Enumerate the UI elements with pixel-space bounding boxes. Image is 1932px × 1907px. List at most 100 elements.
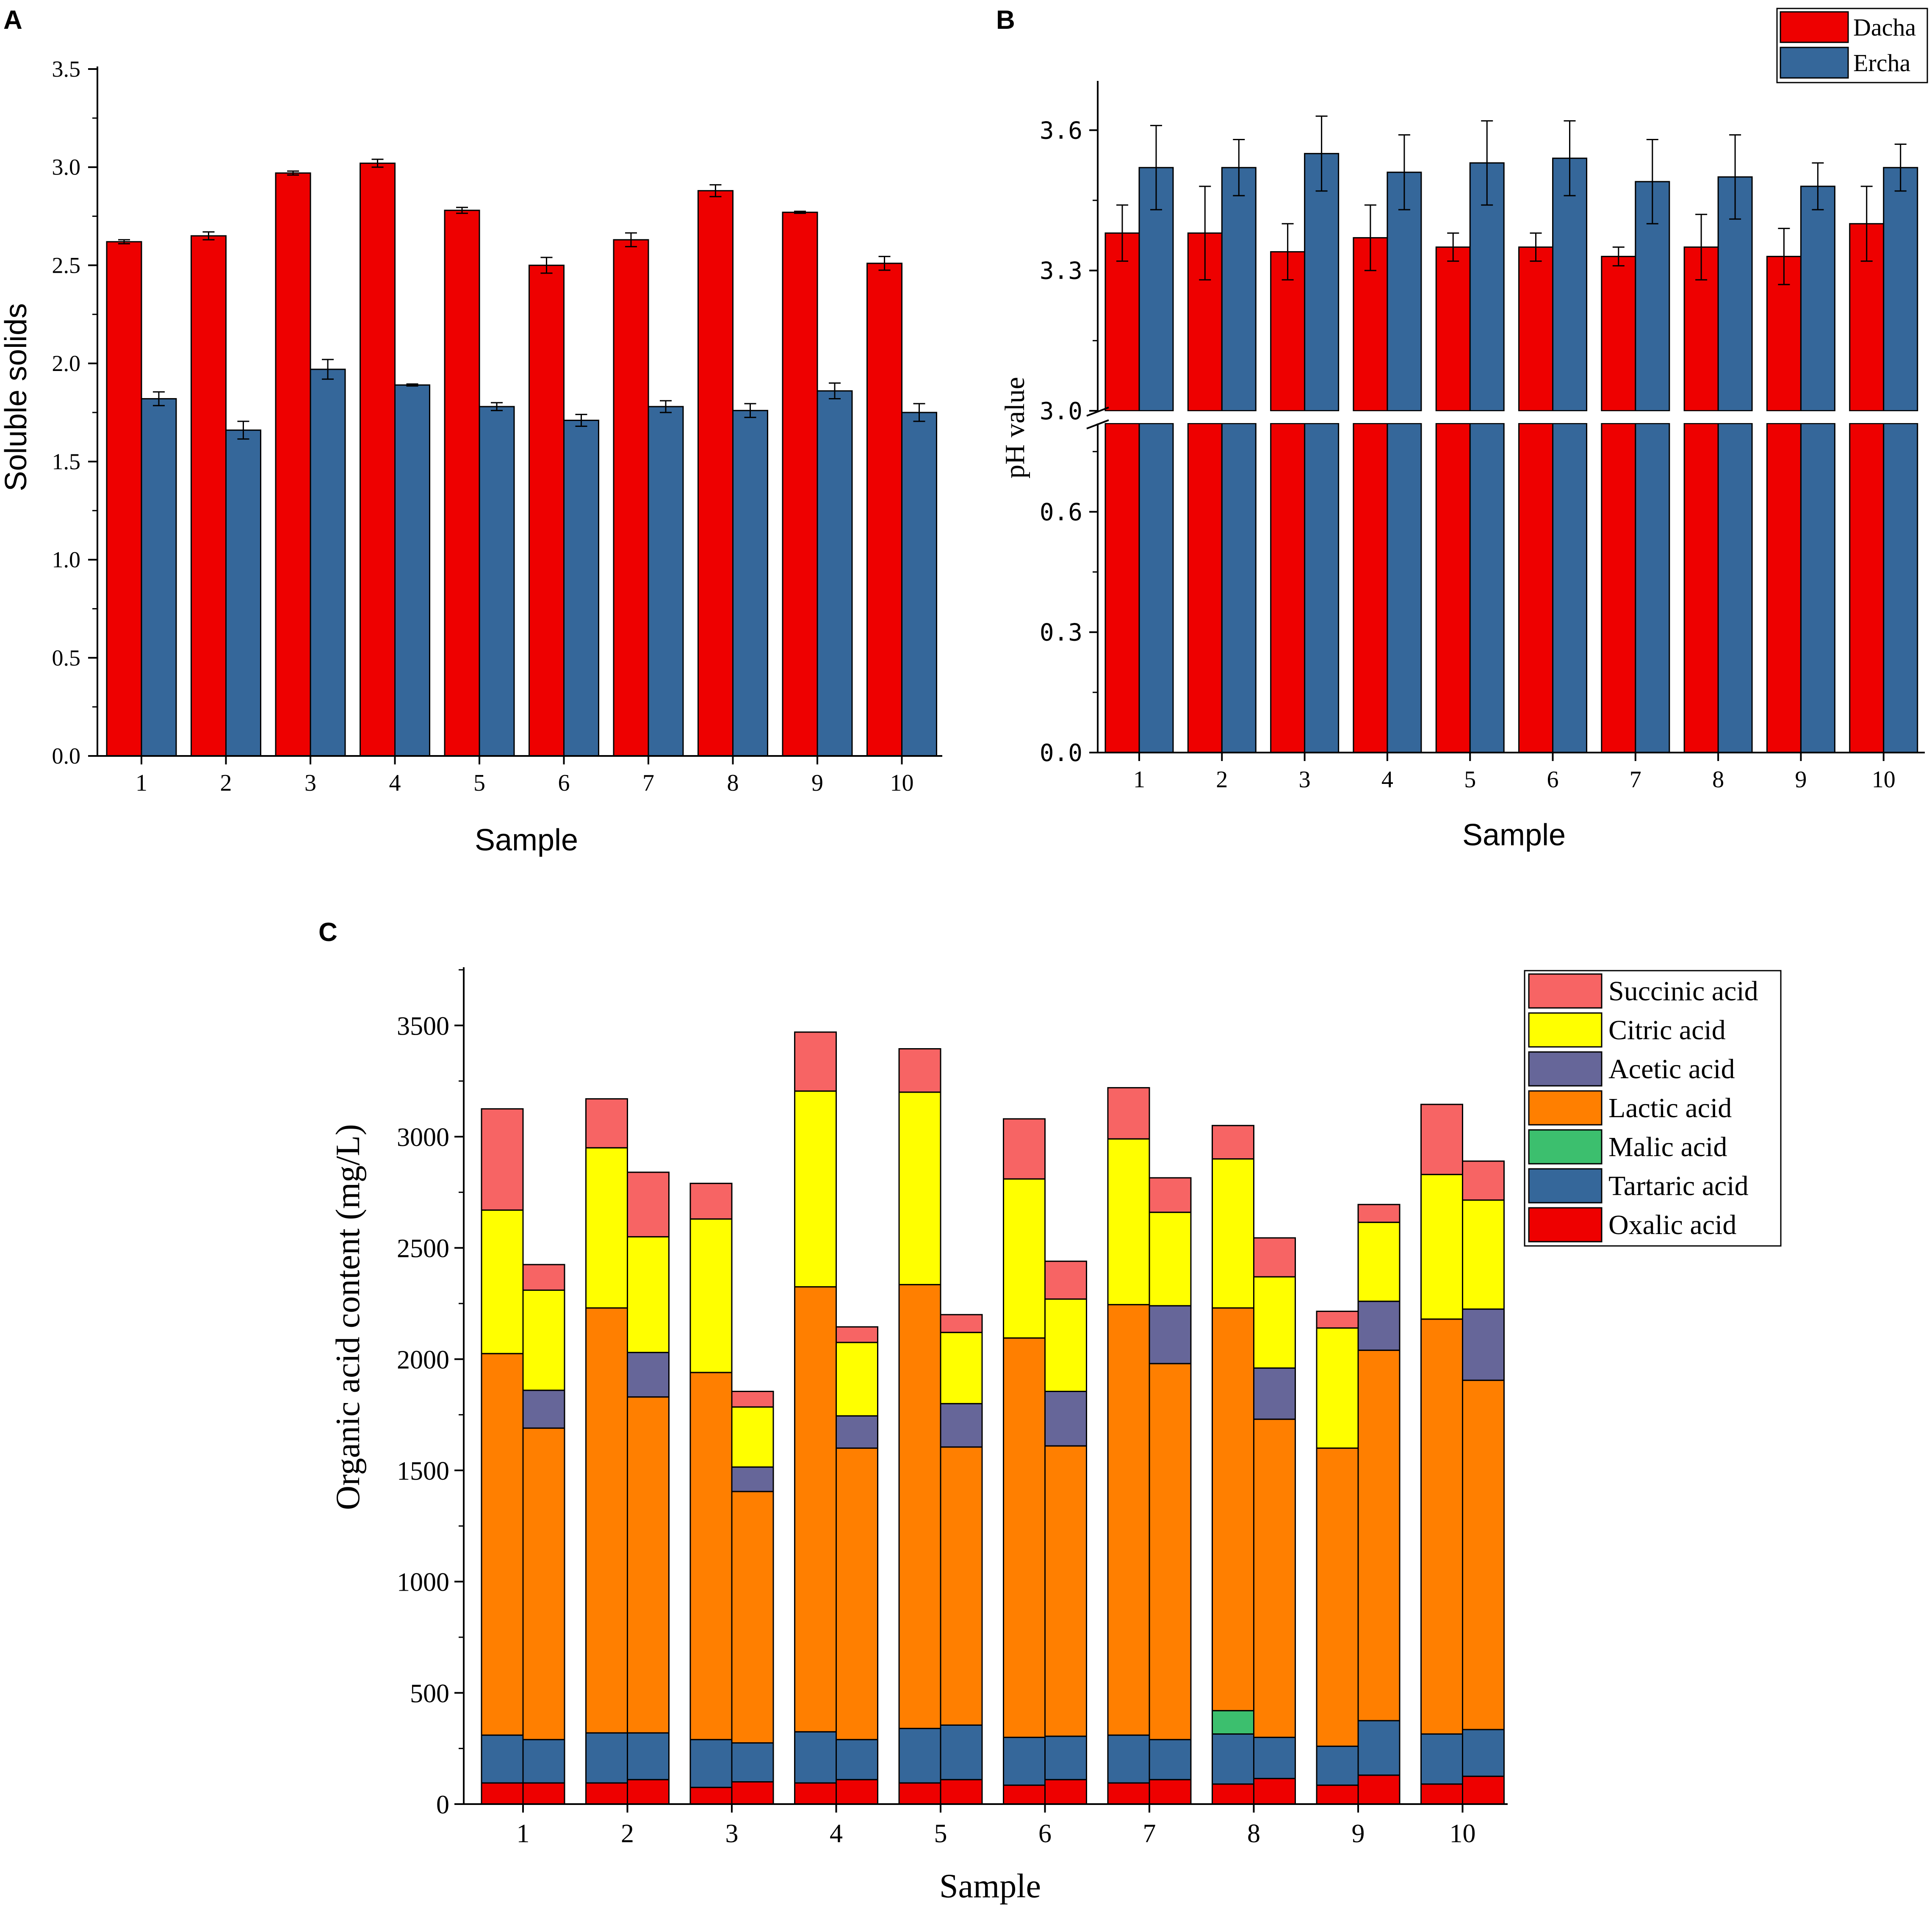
bar-upper-dacha-sample-5 [1435, 246, 1471, 412]
panel-a-ytick-label: 2.5 [52, 252, 81, 278]
stack-oxalic-acid-sample-4-dacha [794, 1782, 837, 1805]
bar-lower-ercha-sample-9 [1800, 423, 1835, 753]
bar-ercha-sample-2 [225, 429, 261, 757]
stack-malic-acid-sample-8-dacha [1212, 1710, 1254, 1735]
panel-label-c: C [318, 918, 338, 947]
legend-swatch-succinic-acid [1528, 973, 1603, 1009]
bar-ercha-sample-10 [901, 412, 937, 757]
stack-acetic-acid-sample-10-ercha [1462, 1308, 1505, 1381]
stack-oxalic-acid-sample-1-dacha [481, 1782, 524, 1805]
stack-citric-acid-sample-8-ercha [1253, 1276, 1296, 1369]
legend-label-malic-acid: Malic acid [1608, 1132, 1727, 1162]
panel-a-xlabel: Sample [475, 823, 578, 857]
panel-b-xtick-label: 5 [1464, 767, 1476, 793]
stack-succinic-acid-sample-10-dacha [1420, 1104, 1463, 1175]
legend-swatch-lactic-acid [1528, 1090, 1603, 1126]
bar-upper-dacha-sample-10 [1849, 223, 1885, 412]
stack-oxalic-acid-sample-9-ercha [1357, 1774, 1401, 1805]
stack-succinic-acid-sample-6-dacha [1003, 1118, 1046, 1180]
panel-c-ytick-label: 2000 [397, 1345, 449, 1374]
stack-tartaric-acid-sample-3-dacha [689, 1739, 733, 1788]
bar-upper-dacha-sample-6 [1518, 246, 1553, 412]
bar-lower-ercha-sample-8 [1717, 423, 1753, 753]
stack-acetic-acid-sample-6-ercha [1044, 1391, 1087, 1447]
panel-c-chart: 0 500 1000 1500 2000 2500 3000 3500 1 2 3 4 5 6 7 8 9 10 S… [397, 967, 1782, 1848]
panel-a-ytick-label: 0.0 [52, 743, 81, 769]
stack-tartaric-acid-sample-2-ercha [627, 1732, 670, 1780]
stack-acetic-acid-sample-1-ercha [522, 1389, 565, 1429]
panel-b-xtick-label: 2 [1216, 767, 1228, 793]
stack-lactic-acid-sample-10-ercha [1462, 1379, 1505, 1730]
panel-b-ytick-label: 3.3 [1040, 257, 1082, 285]
stack-citric-acid-sample-5-ercha [940, 1331, 983, 1404]
stack-lactic-acid-sample-6-ercha [1044, 1445, 1087, 1737]
panel-c-xlabel: Sample [939, 1868, 1041, 1905]
stack-succinic-acid-sample-4-dacha [794, 1031, 837, 1092]
stack-succinic-acid-sample-9-dacha [1316, 1310, 1359, 1329]
panel-label-a: A [3, 6, 22, 35]
stack-acetic-acid-sample-7-ercha [1149, 1305, 1192, 1365]
stack-acetic-acid-sample-5-ercha [940, 1403, 983, 1448]
stack-succinic-acid-sample-9-ercha [1357, 1204, 1401, 1223]
stack-lactic-acid-sample-4-dacha [794, 1286, 837, 1733]
bar-ercha-sample-9 [817, 390, 853, 757]
stack-citric-acid-sample-7-dacha [1107, 1138, 1150, 1306]
stack-tartaric-acid-sample-7-dacha [1107, 1734, 1150, 1784]
stack-citric-acid-sample-10-dacha [1420, 1174, 1463, 1320]
panel-a-xtick-label: 10 [890, 770, 914, 796]
bar-lower-ercha-sample-3 [1304, 423, 1340, 753]
stack-citric-acid-sample-10-ercha [1462, 1199, 1505, 1310]
stack-lactic-acid-sample-8-dacha [1212, 1307, 1254, 1711]
stack-succinic-acid-sample-7-dacha [1107, 1087, 1150, 1140]
stack-tartaric-acid-sample-9-dacha [1316, 1745, 1359, 1786]
bar-lower-dacha-sample-4 [1353, 423, 1388, 753]
bar-upper-ercha-sample-2 [1221, 167, 1257, 412]
legend-label-dacha: Dacha [1853, 14, 1916, 41]
bar-dacha-sample-6 [529, 264, 565, 757]
bar-lower-dacha-sample-7 [1601, 423, 1636, 753]
panel-a-xtick-label: 7 [642, 770, 654, 796]
stack-tartaric-acid-sample-8-ercha [1253, 1736, 1296, 1780]
panel-c-xtick-label: 7 [1143, 1819, 1156, 1848]
stack-acetic-acid-sample-8-ercha [1253, 1367, 1296, 1420]
panel-a-xtick-label: 9 [811, 770, 823, 796]
legend-swatch-ercha [1780, 47, 1849, 79]
panel-a-ytick-label: 1.0 [52, 547, 81, 573]
stack-oxalic-acid-sample-2-dacha [585, 1782, 628, 1805]
stack-oxalic-acid-sample-3-dacha [689, 1787, 733, 1805]
stack-succinic-acid-sample-6-ercha [1044, 1260, 1087, 1300]
bar-ercha-sample-8 [732, 410, 768, 757]
panel-a-xtick-label: 2 [220, 770, 232, 796]
panel-b-ylabel: pH value [999, 377, 1030, 479]
stack-succinic-acid-sample-2-dacha [585, 1098, 628, 1149]
panel-c-ytick-label: 0 [436, 1791, 449, 1819]
legend-label-succinic-acid: Succinic acid [1608, 976, 1758, 1007]
bar-ercha-sample-7 [648, 406, 684, 757]
stack-citric-acid-sample-4-dacha [794, 1090, 837, 1288]
stack-oxalic-acid-sample-6-ercha [1044, 1779, 1087, 1805]
stack-succinic-acid-sample-10-ercha [1462, 1160, 1505, 1201]
panel-a-xtick-label: 5 [473, 770, 485, 796]
legend-label-tartaric-acid: Tartaric acid [1608, 1171, 1749, 1201]
panel-c-ytick-label: 500 [410, 1679, 449, 1708]
bar-lower-ercha-sample-6 [1552, 423, 1587, 753]
stack-oxalic-acid-sample-4-ercha [836, 1779, 878, 1805]
bar-ercha-sample-5 [479, 406, 515, 757]
panel-c-xtick-label: 5 [934, 1819, 947, 1848]
bar-upper-dacha-sample-7 [1601, 256, 1636, 412]
stack-oxalic-acid-sample-5-ercha [940, 1779, 983, 1805]
panel-c-ytick-label: 3500 [397, 1012, 449, 1041]
stack-oxalic-acid-sample-6-dacha [1003, 1784, 1046, 1805]
stack-oxalic-acid-sample-9-dacha [1316, 1784, 1359, 1805]
legend-label-lactic-acid: Lactic acid [1608, 1093, 1732, 1124]
panel-b-xtick-label: 9 [1795, 767, 1807, 793]
panel-b-xtick-label: 1 [1133, 767, 1145, 793]
stack-succinic-acid-sample-7-ercha [1149, 1177, 1192, 1213]
bar-dacha-sample-8 [698, 190, 733, 757]
bar-upper-ercha-sample-6 [1552, 158, 1587, 412]
bar-lower-dacha-sample-5 [1435, 423, 1471, 753]
stack-lactic-acid-sample-4-ercha [836, 1447, 878, 1741]
bar-lower-ercha-sample-4 [1387, 423, 1422, 753]
panel-b-xtick-label: 8 [1712, 767, 1724, 793]
stack-citric-acid-sample-2-ercha [627, 1236, 670, 1353]
